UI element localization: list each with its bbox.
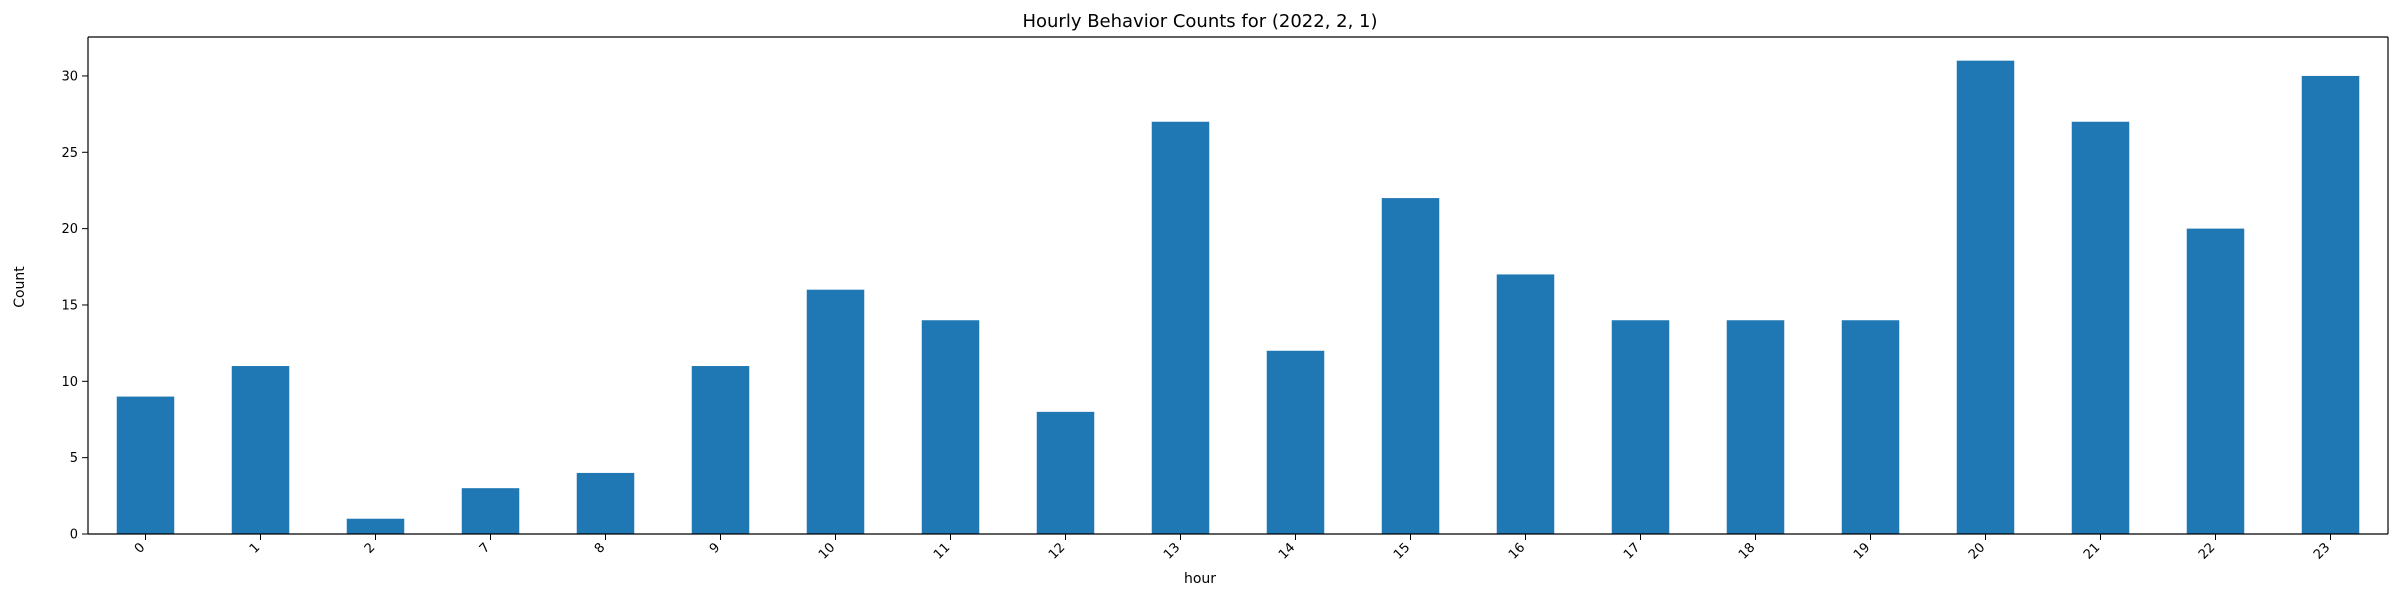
bar-hour-0 [116,396,175,534]
y-tick-label-0: 0 [70,528,78,543]
bar-hour-22 [2186,228,2245,534]
y-tick-label-15: 15 [61,298,78,313]
bar-hour-7 [461,488,520,534]
bar-hour-23 [2301,75,2360,534]
chart-title: Hourly Behavior Counts for (2022, 2, 1) [1022,11,1377,32]
bar-hour-21 [2071,121,2130,535]
bar-hour-15 [1381,198,1440,534]
bar-hour-2 [346,518,405,534]
bar-hour-20 [1956,60,2015,535]
bar-hour-10 [806,289,865,534]
bar-hour-12 [1036,411,1095,534]
y-tick-label-30: 30 [61,69,78,84]
y-tick-label-20: 20 [61,222,78,237]
bar-hour-9 [691,366,750,534]
bar-hour-17 [1611,320,1670,534]
bar-hour-11 [921,320,980,534]
bar-hour-14 [1266,350,1325,534]
bar-hour-19 [1841,320,1900,534]
y-tick-label-10: 10 [61,375,78,390]
bar-hour-8 [576,472,635,534]
bar-hour-18 [1726,320,1785,534]
bar-hour-13 [1151,121,1210,535]
x-axis-label: hour [1184,571,1216,587]
bar-hour-1 [231,366,290,534]
bar-hour-16 [1496,274,1555,534]
y-tick-label-25: 25 [61,146,78,161]
y-tick-label-5: 5 [70,451,78,466]
y-axis-label: Count [12,266,28,308]
